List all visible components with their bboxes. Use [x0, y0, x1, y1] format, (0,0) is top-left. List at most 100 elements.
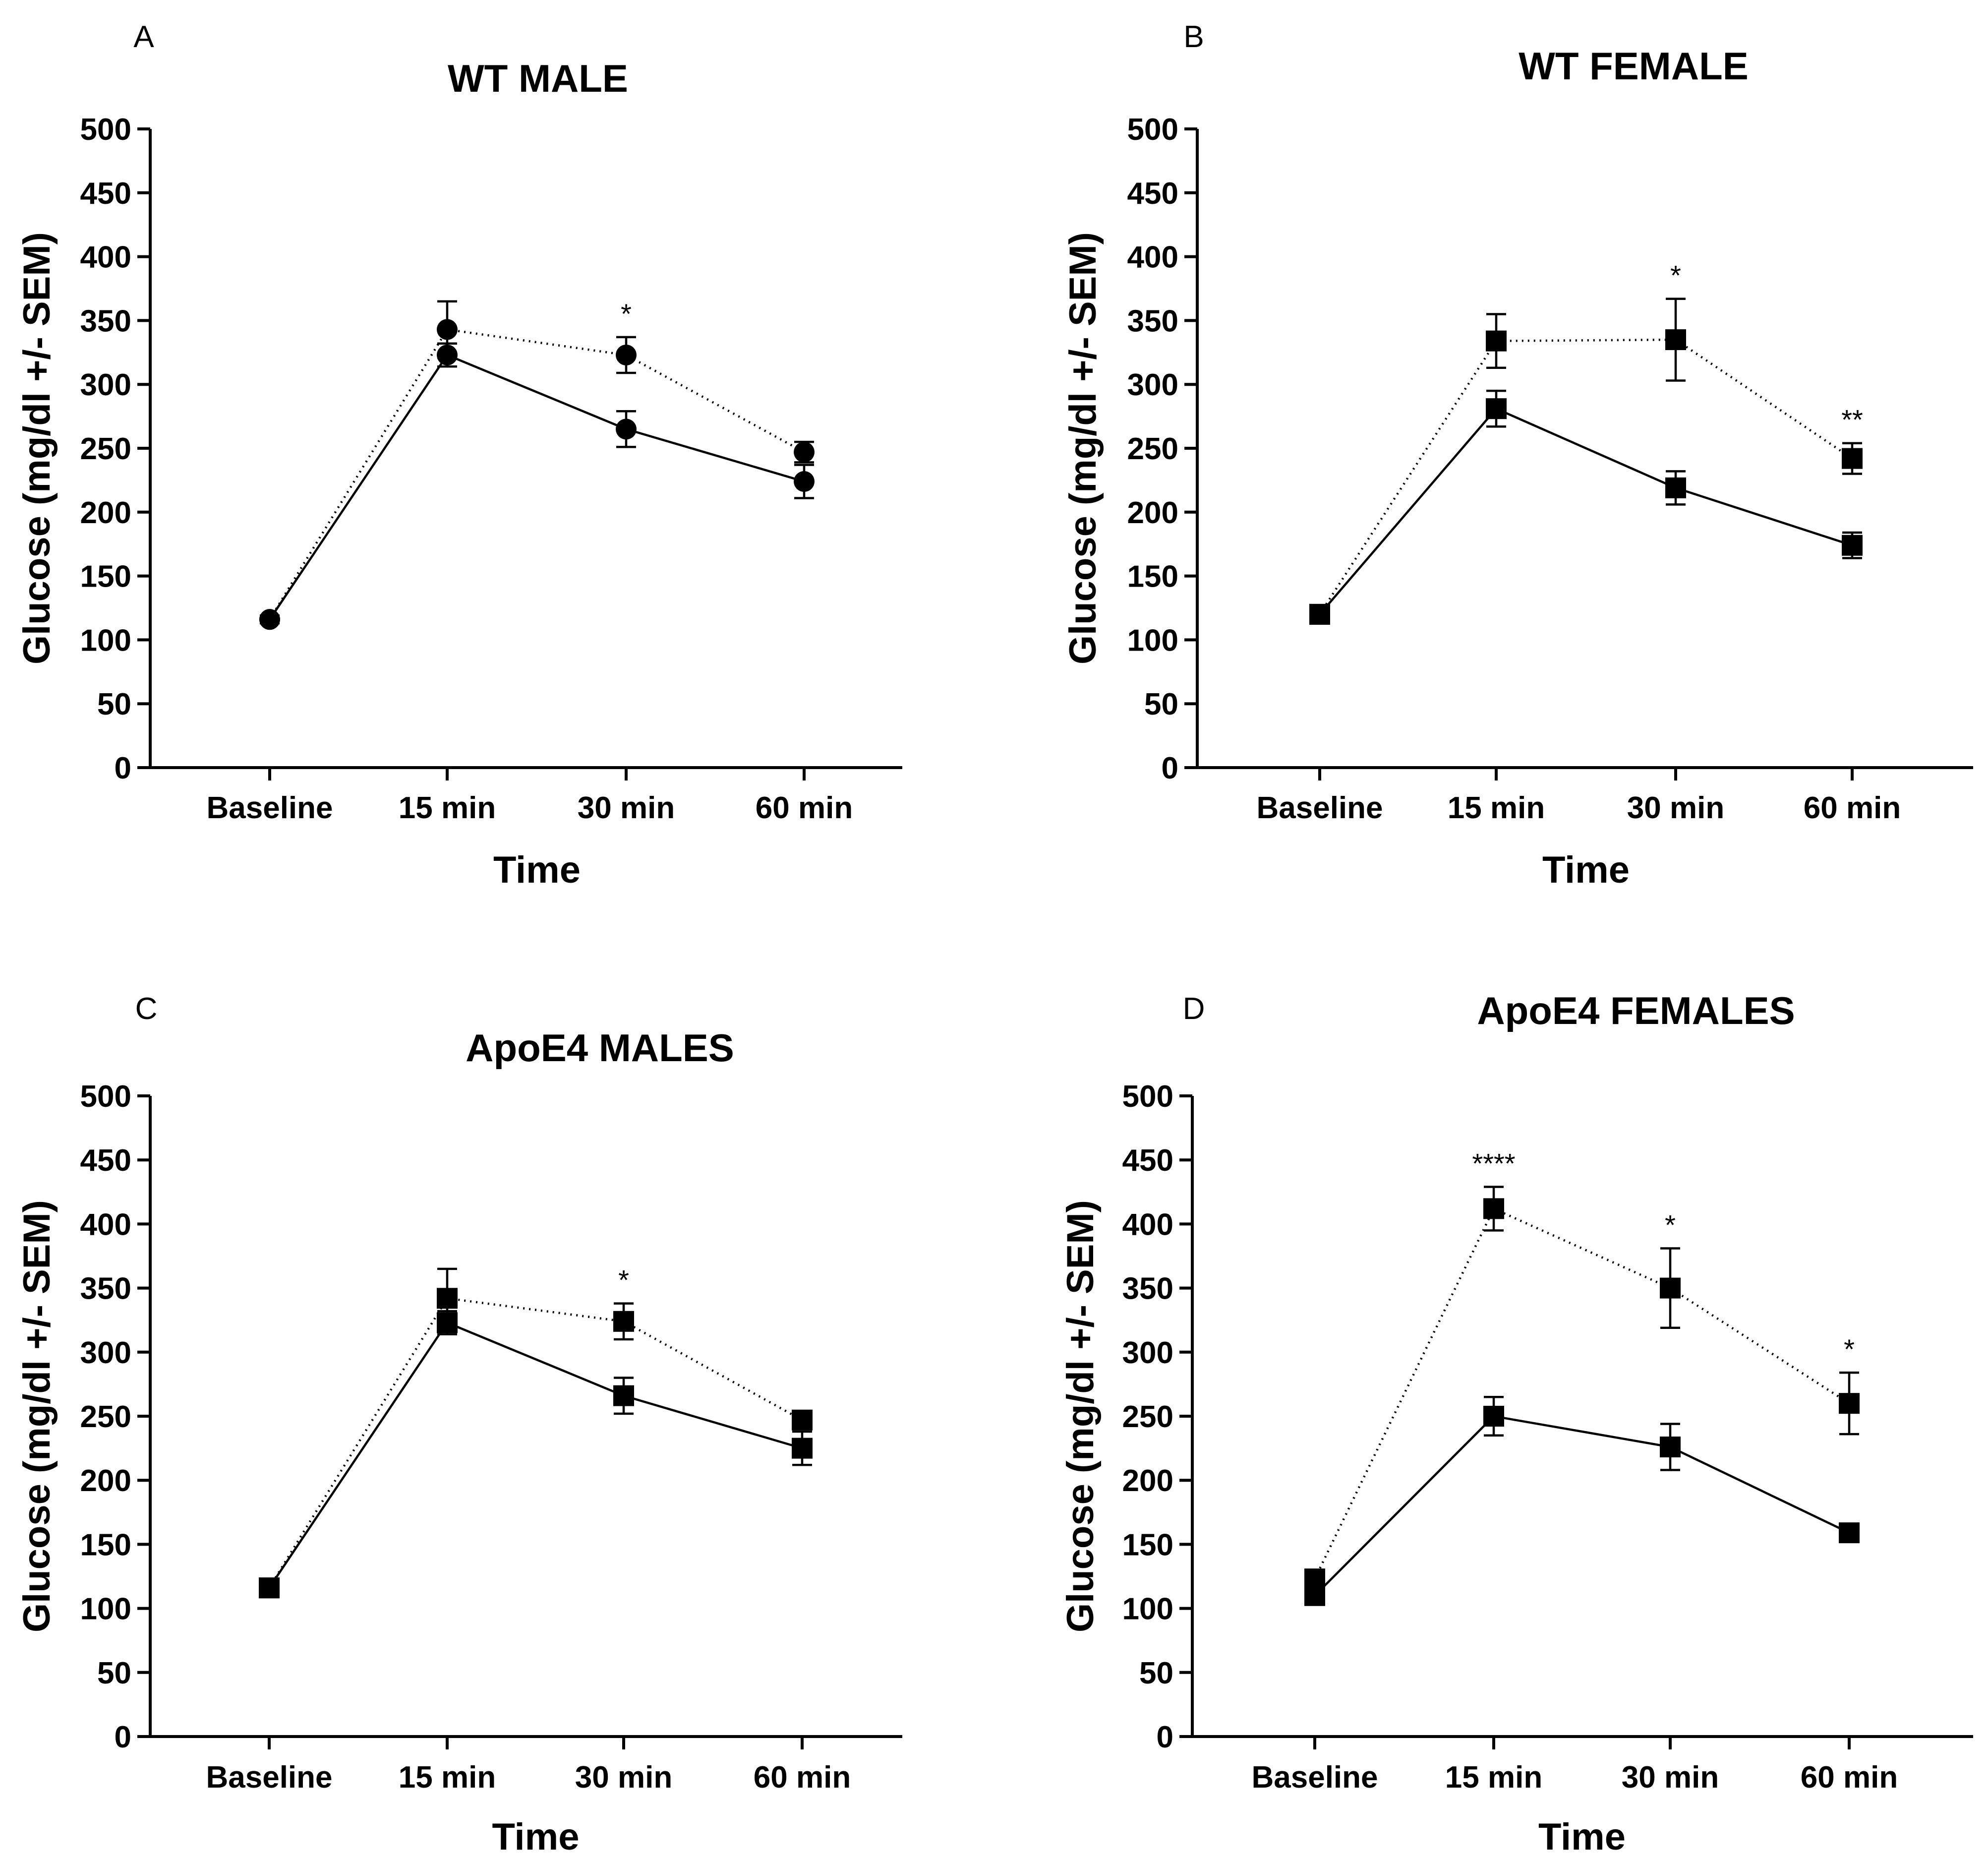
data-point — [259, 609, 280, 630]
x-tick-label: 60 min — [754, 1760, 851, 1795]
y-tick-label: 300 — [80, 368, 131, 402]
y-tick-label: 200 — [1127, 496, 1178, 530]
significance-label: **** — [1472, 1147, 1515, 1179]
data-point — [1665, 329, 1686, 351]
y-tick-label: 500 — [1122, 1080, 1173, 1114]
y-tick-label: 0 — [115, 1720, 131, 1754]
significance-label: ** — [1841, 404, 1863, 435]
y-tick-label: 450 — [1122, 1143, 1173, 1178]
y-tick-label: 450 — [80, 177, 131, 211]
x-tick-label: 15 min — [399, 791, 496, 825]
significance-label: * — [1670, 260, 1681, 291]
y-axis-label: Glucose (mg/dl +/- SEM) — [16, 1200, 58, 1632]
panel-letter: C — [135, 992, 158, 1026]
significance-label: * — [1665, 1209, 1676, 1240]
x-tick-label: Baseline — [206, 791, 333, 825]
data-point — [1839, 1393, 1860, 1414]
data-point — [616, 344, 637, 365]
data-point — [616, 419, 637, 440]
series-line-dotted — [1319, 338, 1853, 615]
y-tick-label: 450 — [80, 1143, 131, 1178]
series-line-dotted — [269, 328, 805, 620]
x-tick-label: 30 min — [578, 791, 675, 825]
chart-panel-c: C ApoE4 MALES 0 50 100 150 200 250 300 350 400 450 5… — [16, 992, 902, 1858]
panel-letter: B — [1183, 20, 1204, 54]
series-line-solid — [268, 1321, 803, 1589]
data-point — [1483, 1406, 1504, 1427]
y-tick-label: 200 — [1122, 1464, 1173, 1498]
x-tick-label: Baseline — [206, 1760, 332, 1795]
y-tick-label: 0 — [1157, 1720, 1173, 1754]
x-tick-label: 15 min — [399, 1760, 496, 1795]
y-tick-label: 400 — [1127, 240, 1178, 275]
x-tick-label: 30 min — [1622, 1760, 1719, 1795]
series-line-dotted — [268, 1297, 803, 1589]
chart-panel-d: D ApoE4 FEMALES 0 50 100 150 200 250 300 350 400 45… — [1059, 989, 1973, 1858]
significance-label: * — [621, 298, 632, 329]
series-line-solid — [1319, 407, 1853, 615]
y-tick-label: 250 — [80, 432, 131, 466]
y-axis-label: Glucose (mg/dl +/- SEM) — [1062, 232, 1104, 664]
x-axis-label: Time — [1542, 849, 1630, 891]
y-tick-label: 50 — [97, 687, 131, 721]
y-tick-label: 50 — [1139, 1656, 1173, 1690]
data-point — [792, 1409, 813, 1431]
chart-title: ApoE4 FEMALES — [1477, 989, 1795, 1032]
y-tick-label: 200 — [80, 496, 131, 530]
y-tick-label: 300 — [1122, 1336, 1173, 1370]
y-tick-label: 400 — [1122, 1207, 1173, 1242]
x-tick-label: 60 min — [756, 791, 853, 825]
y-axis-label: Glucose (mg/dl +/- SEM) — [16, 232, 58, 664]
y-tick-label: 150 — [1122, 1528, 1173, 1562]
y-tick-label: 100 — [1127, 623, 1178, 658]
data-point — [1486, 330, 1507, 352]
chart-title: WT MALE — [448, 57, 628, 100]
y-tick-label: 500 — [1127, 113, 1178, 147]
panel-letter: A — [133, 20, 154, 54]
x-tick-label: 15 min — [1448, 791, 1545, 825]
y-tick-label: 100 — [80, 1592, 131, 1626]
significance-label: * — [1844, 1333, 1855, 1365]
y-tick-label: 300 — [1127, 368, 1178, 402]
chart-panel-b: B WT FEMALE 0 50 100 150 200 250 300 350 400 450 500… — [1062, 20, 1973, 891]
x-tick-label: 30 min — [1627, 791, 1724, 825]
y-tick-label: 350 — [1122, 1272, 1173, 1306]
y-tick-label: 350 — [1127, 304, 1178, 338]
x-tick-label: 60 min — [1804, 791, 1901, 825]
data-point — [1660, 1437, 1681, 1458]
y-tick-label: 450 — [1127, 177, 1178, 211]
x-tick-label: 30 min — [575, 1760, 672, 1795]
data-point — [1309, 603, 1330, 625]
y-tick-label: 150 — [80, 1528, 131, 1562]
series-line-solid — [1314, 1415, 1850, 1597]
y-tick-label: 300 — [80, 1336, 131, 1370]
y-tick-label: 50 — [97, 1656, 131, 1690]
y-tick-label: 500 — [80, 113, 131, 147]
x-axis-label: Time — [492, 1816, 579, 1858]
y-tick-label: 0 — [115, 751, 131, 785]
x-tick-label: Baseline — [1256, 791, 1383, 825]
chart-title: ApoE4 MALES — [466, 1026, 734, 1070]
panel-letter: D — [1183, 992, 1205, 1026]
chart-panel-a: A WT MALE 0 50 100 150 200 250 300 350 400 450 500 Ba… — [16, 20, 902, 891]
y-tick-label: 200 — [80, 1464, 131, 1498]
y-tick-label: 400 — [80, 240, 131, 275]
y-tick-label: 0 — [1162, 751, 1178, 785]
y-tick-label: 250 — [1122, 1400, 1173, 1434]
y-tick-label: 350 — [80, 1272, 131, 1306]
y-tick-label: 50 — [1144, 687, 1178, 721]
data-point — [1839, 1522, 1860, 1544]
y-axis-label: Glucose (mg/dl +/- SEM) — [1059, 1200, 1102, 1632]
y-tick-label: 100 — [1122, 1592, 1173, 1626]
series-line-solid — [269, 354, 805, 620]
y-tick-label: 350 — [80, 304, 131, 338]
x-tick-label: 60 min — [1801, 1760, 1898, 1795]
data-point — [1486, 398, 1507, 420]
data-point — [1665, 477, 1686, 498]
data-point — [613, 1385, 634, 1406]
data-point — [437, 319, 458, 340]
data-point — [437, 1288, 458, 1309]
series-line-dotted — [1313, 1207, 1850, 1580]
y-tick-label: 500 — [80, 1080, 131, 1114]
